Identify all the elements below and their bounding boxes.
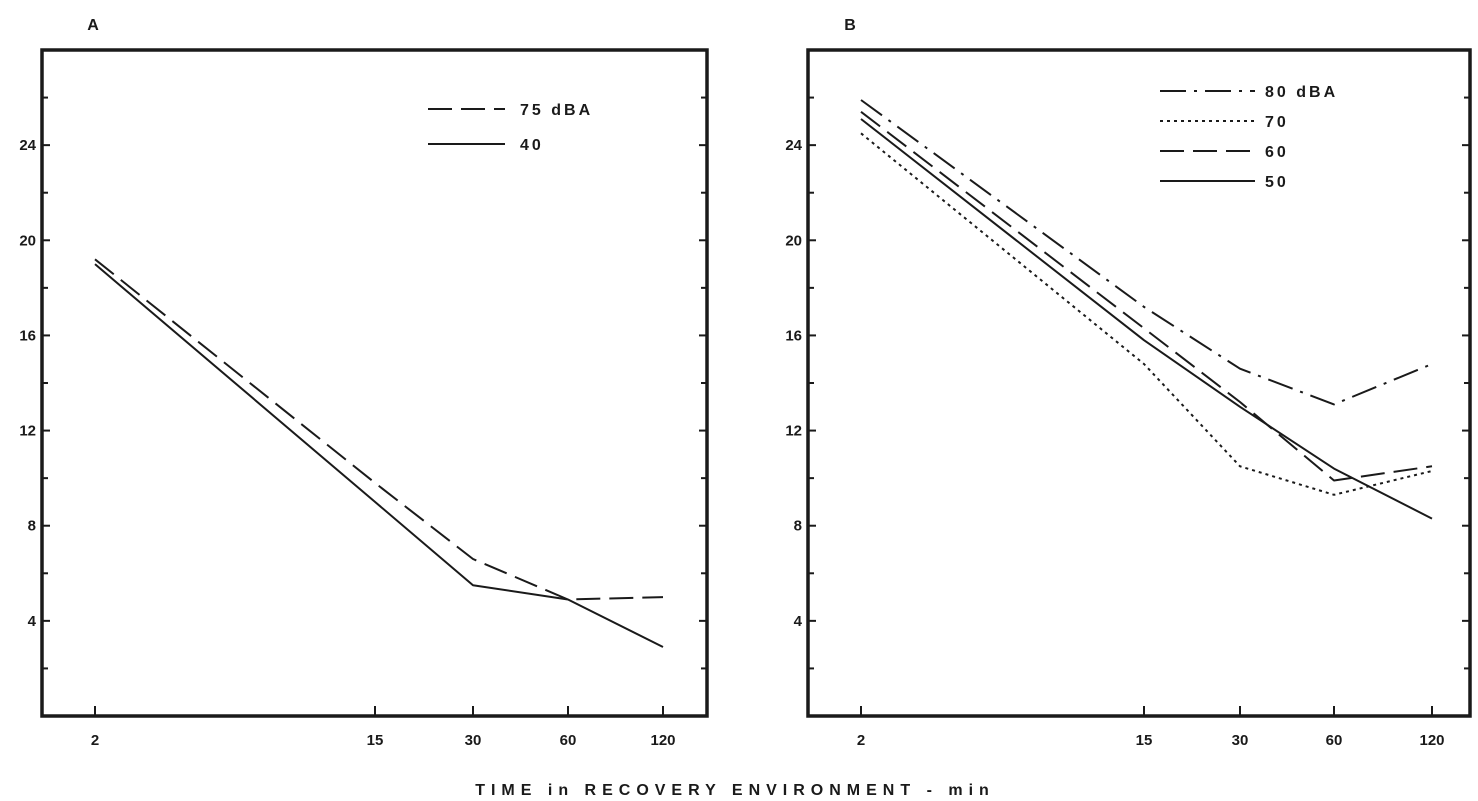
y-tick-label: 16 xyxy=(19,327,36,344)
legend-label: 75 dBA xyxy=(520,102,593,119)
y-tick-label: 12 xyxy=(785,423,802,440)
x-tick-label: 60 xyxy=(1326,732,1343,749)
plot-frame xyxy=(806,48,1472,718)
legend-label: 60 xyxy=(1265,144,1289,161)
x-tick-label: 15 xyxy=(1136,732,1153,749)
y-tick-label: 8 xyxy=(794,518,802,535)
x-tick-label: 2 xyxy=(91,732,99,749)
x-axis-title: TIME in RECOVERY ENVIRONMENT - min xyxy=(475,782,995,799)
series-line-60 xyxy=(860,111,1433,482)
y-tick-label: 24 xyxy=(785,137,802,154)
y-tick-label: 4 xyxy=(28,613,37,630)
x-tick-label: 15 xyxy=(367,732,384,749)
legend-label: 50 xyxy=(1265,174,1289,191)
legend-label: 70 xyxy=(1265,114,1289,131)
series-line-50 xyxy=(860,118,1433,520)
y-tick-label: 4 xyxy=(794,613,803,630)
panel-label: B xyxy=(844,17,856,34)
plot-frame xyxy=(40,48,709,718)
panel-label: A xyxy=(87,17,99,34)
x-tick-label: 30 xyxy=(1232,732,1249,749)
panel-a: A 4 8 12 16 20 24 2 15 30 60 120 75 dBA 40 xyxy=(19,17,709,749)
series-line-40 xyxy=(94,263,664,648)
x-tick-label: 2 xyxy=(857,732,865,749)
x-tick-label: 120 xyxy=(650,732,675,749)
y-tick-label: 16 xyxy=(785,327,802,344)
y-tick-label: 12 xyxy=(19,423,36,440)
y-tick-label: 8 xyxy=(28,518,36,535)
y-tick-label: 20 xyxy=(785,232,802,249)
x-tick-label: 60 xyxy=(560,732,577,749)
x-tick-label: 120 xyxy=(1419,732,1444,749)
panel-b: B 4 8 12 16 20 24 2 15 30 60 120 80 dBA 70 60 50 xyxy=(785,17,1472,749)
series-line-75 xyxy=(94,258,664,601)
legend-label: 80 dBA xyxy=(1265,84,1338,101)
y-tick-label: 20 xyxy=(19,232,36,249)
legend-label: 40 xyxy=(520,137,544,154)
series-line-70 xyxy=(860,132,1433,496)
y-tick-label: 24 xyxy=(19,137,36,154)
series-line-80 xyxy=(860,99,1433,406)
x-tick-label: 30 xyxy=(465,732,482,749)
